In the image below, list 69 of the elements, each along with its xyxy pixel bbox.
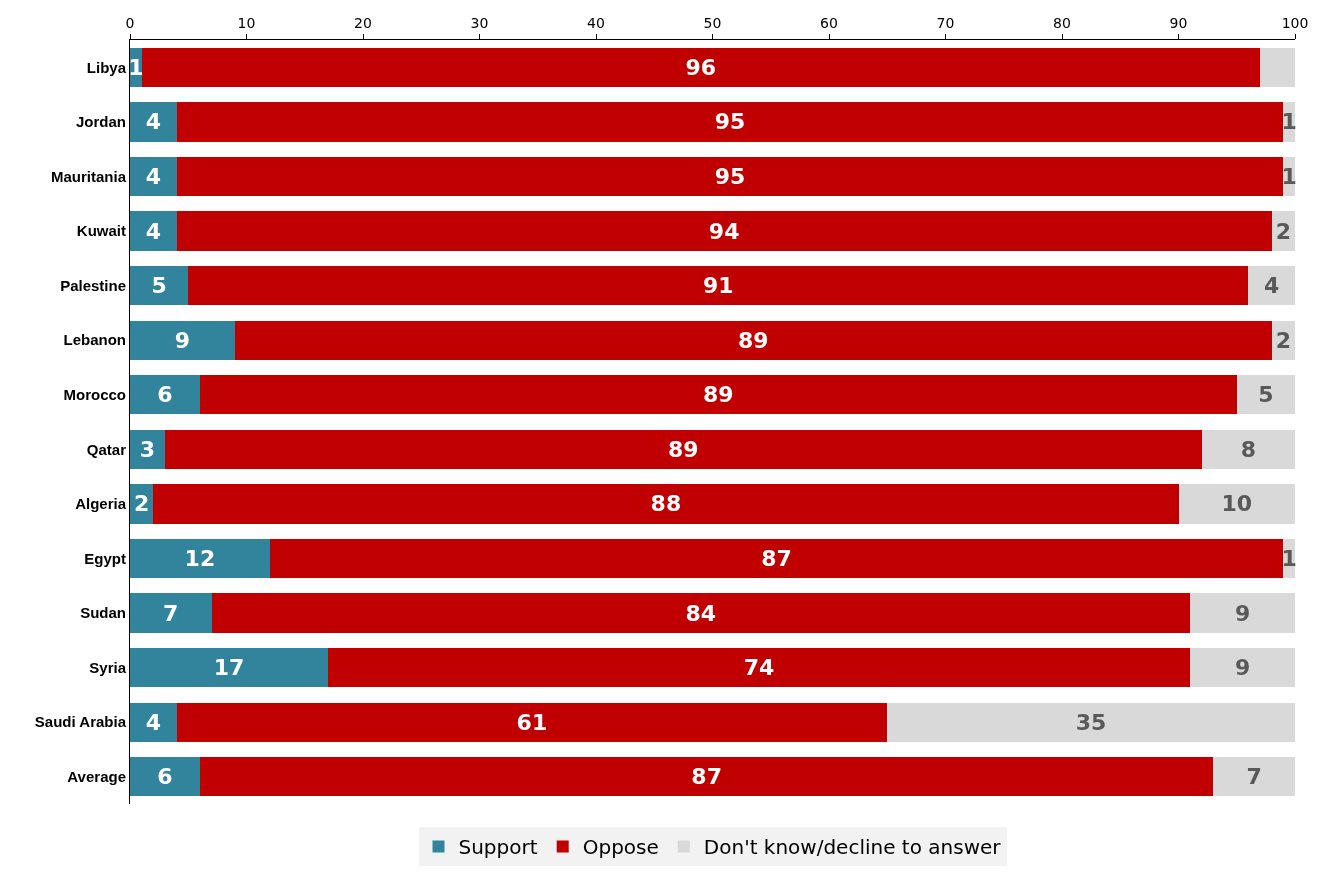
x-tick-label: 100 <box>1281 15 1309 32</box>
y-tick-label: Saudi Arabia <box>34 713 127 731</box>
x-tick-label: 50 <box>703 15 722 32</box>
x-tick-label: 30 <box>470 15 489 32</box>
data-label: 61 <box>516 709 548 735</box>
data-label: 1 <box>1281 109 1297 135</box>
data-label: 96 <box>685 54 717 80</box>
data-label: 5 <box>151 273 167 299</box>
y-tick-label: Sudan <box>80 604 126 622</box>
legend-label: Don't know/decline to answer <box>703 835 1002 860</box>
data-label: 4 <box>1264 273 1280 299</box>
data-label: 3 <box>139 436 156 462</box>
y-tick-label: Mauritania <box>50 167 127 185</box>
data-label: 7 <box>1246 764 1262 790</box>
data-label: 10 <box>1221 491 1253 517</box>
y-tick-label: Syria <box>89 658 127 676</box>
data-label: 1 <box>128 54 144 80</box>
data-label: 89 <box>703 382 734 408</box>
y-tick-label: Qatar <box>86 440 127 458</box>
y-tick-label: Algeria <box>75 495 127 513</box>
data-label: 17 <box>213 655 245 681</box>
data-label: 9 <box>1234 600 1251 626</box>
data-label: 95 <box>714 109 746 135</box>
data-label: 9 <box>1234 655 1251 681</box>
y-tick-label: Morocco <box>63 385 126 403</box>
data-label: 88 <box>650 491 682 517</box>
legend-label: Support <box>458 835 538 860</box>
x-tick-label: 0 <box>125 15 135 32</box>
data-label: 89 <box>737 327 769 353</box>
data-label: 91 <box>703 273 734 299</box>
data-label: 6 <box>157 764 173 790</box>
y-tick-label: Jordan <box>75 113 126 131</box>
y-tick-label: Average <box>67 767 126 785</box>
data-label: 35 <box>1075 709 1107 735</box>
data-label: 5 <box>1258 382 1274 408</box>
data-label: 1 <box>1281 545 1297 571</box>
data-label: 94 <box>708 218 740 244</box>
data-label: 12 <box>184 545 216 571</box>
data-label: 1 <box>1281 163 1297 189</box>
legend-label: Oppose <box>582 835 659 860</box>
data-label: 87 <box>761 545 792 571</box>
x-tick-label: 90 <box>1169 15 1188 32</box>
data-label: 7 <box>163 600 179 626</box>
x-tick-label: 60 <box>820 15 838 32</box>
data-label: 2 <box>1275 218 1292 244</box>
data-label: 74 <box>743 655 775 681</box>
y-tick-label: Kuwait <box>76 222 126 240</box>
data-label: 4 <box>145 163 161 189</box>
y-tick-label: Egypt <box>84 549 126 567</box>
x-tick-label: 70 <box>936 15 955 32</box>
y-tick-label: Lebanon <box>63 331 126 349</box>
data-label: 2 <box>133 491 150 517</box>
x-tick-label: 20 <box>354 15 372 32</box>
x-tick-label: 40 <box>587 15 605 32</box>
data-label: 9 <box>174 327 191 353</box>
data-label: 89 <box>668 436 699 462</box>
y-tick-label: Libya <box>86 58 127 76</box>
data-label: 84 <box>685 600 717 626</box>
data-label: 6 <box>157 382 173 408</box>
x-tick-label: 10 <box>237 15 256 32</box>
data-label: 4 <box>145 109 161 135</box>
x-tick-label: 80 <box>1053 15 1071 32</box>
data-label: 4 <box>145 709 161 735</box>
data-label: 87 <box>691 764 722 790</box>
data-label: 4 <box>145 218 161 244</box>
data-label: 2 <box>1275 327 1292 353</box>
y-tick-label: Palestine <box>60 276 126 294</box>
data-label: 8 <box>1240 436 1257 462</box>
data-label: 95 <box>714 163 746 189</box>
